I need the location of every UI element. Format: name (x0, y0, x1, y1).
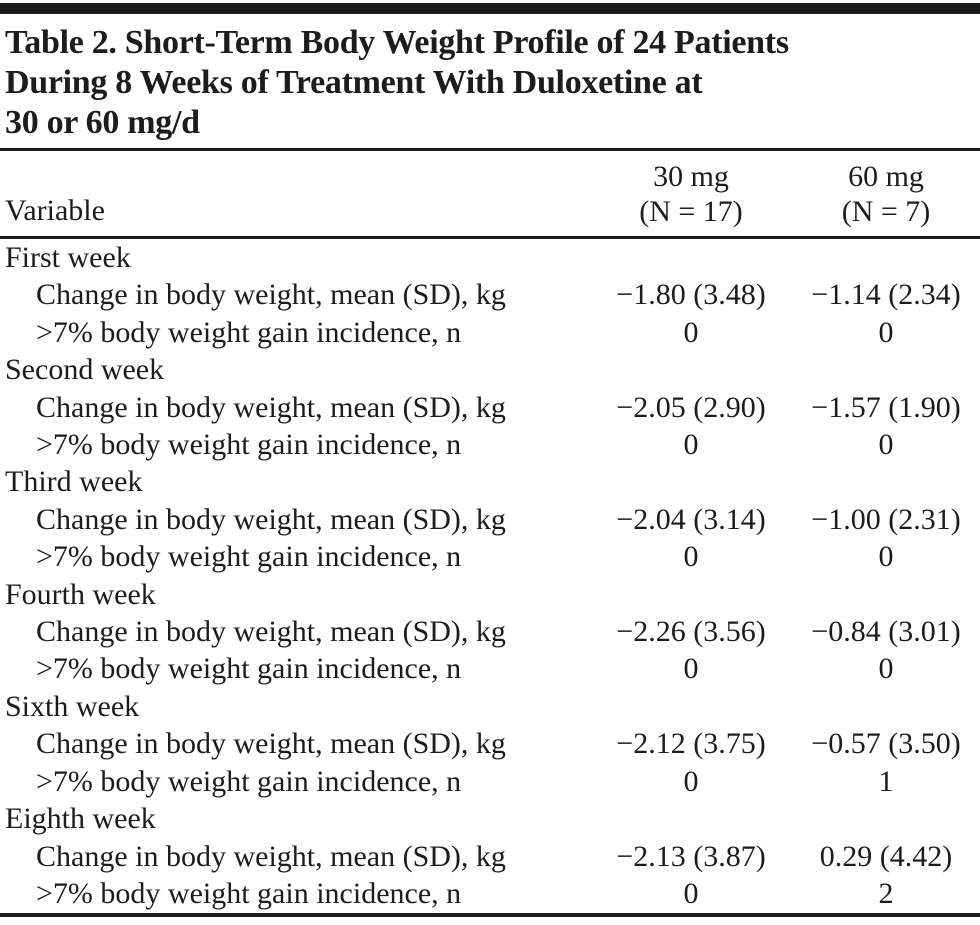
value-change-60mg: −0.84 (3.01) (811, 615, 961, 649)
empty-cell (590, 351, 792, 388)
table-title-line-1: Table 2. Short-Term Body Weight Profile … (5, 24, 789, 61)
value-incidence-30mg: 0 (683, 315, 699, 349)
variable-label-change: Change in body weight, mean (SD), kg (36, 727, 506, 761)
value-change-30mg: −2.05 (2.90) (616, 390, 766, 424)
empty-cell (792, 239, 980, 276)
value-incidence-30mg: 0 (683, 540, 699, 574)
value-incidence-60mg: 1 (878, 764, 894, 798)
group-header-row: First week (0, 239, 980, 276)
value-incidence-60mg: 0 (878, 652, 894, 686)
empty-cell (590, 463, 792, 500)
variable-label-change: Change in body weight, mean (SD), kg (36, 839, 506, 873)
group-header-row: Eighth week (0, 800, 980, 837)
period-label: Second week (5, 353, 165, 387)
variable-label-change: Change in body weight, mean (SD), kg (36, 278, 506, 312)
value-change-30mg: −1.80 (3.48) (616, 278, 766, 312)
body-table: First week Change in body weight, mean (… (0, 239, 980, 912)
value-incidence-60mg: 2 (878, 876, 894, 910)
column-header-table: Variable 30 mg (N = 17) 60 mg (N = 7) (0, 151, 980, 236)
period-label: Eighth week (5, 802, 156, 836)
empty-cell (792, 351, 980, 388)
period-label: First week (5, 241, 131, 274)
variable-label-change: Change in body weight, mean (SD), kg (36, 502, 506, 536)
data-row-incidence: >7% body weight gain incidence, n 0 2 (0, 875, 980, 912)
data-row-incidence: >7% body weight gain incidence, n 0 0 (0, 426, 980, 463)
period-label: Fourth week (5, 577, 156, 611)
empty-cell (792, 463, 980, 500)
rule-under-title (0, 148, 980, 151)
empty-cell (792, 688, 980, 725)
value-incidence-60mg: 0 (878, 540, 894, 574)
data-row-change: Change in body weight, mean (SD), kg −2.… (0, 838, 980, 875)
column-header-60mg: 60 mg (N = 7) (792, 151, 980, 236)
variable-label-incidence: >7% body weight gain incidence, n (36, 652, 462, 686)
data-row-incidence: >7% body weight gain incidence, n 0 0 (0, 650, 980, 687)
group-header-row: Second week (0, 351, 980, 388)
value-incidence-30mg: 0 (683, 652, 699, 686)
period-label: Sixth week (5, 689, 140, 723)
variable-label-change: Change in body weight, mean (SD), kg (36, 390, 506, 424)
group-header-row: Fourth week (0, 576, 980, 613)
variable-label-incidence: >7% body weight gain incidence, n (36, 428, 462, 462)
empty-cell (590, 800, 792, 837)
value-change-30mg: −2.04 (3.14) (616, 502, 766, 536)
value-change-60mg: −1.14 (2.34) (811, 278, 961, 312)
table-title: Table 2. Short-Term Body Weight Profile … (0, 14, 980, 148)
value-incidence-60mg: 0 (878, 315, 894, 349)
column-header-30mg-dose: 30 mg (653, 160, 729, 193)
table-top-bar (0, 3, 980, 14)
data-row-incidence: >7% body weight gain incidence, n 0 0 (0, 314, 980, 351)
empty-cell (792, 800, 980, 837)
data-row-change: Change in body weight, mean (SD), kg −2.… (0, 725, 980, 762)
variable-label-incidence: >7% body weight gain incidence, n (36, 876, 462, 910)
value-incidence-30mg: 0 (683, 876, 699, 910)
rule-table-bottom (0, 913, 980, 918)
value-incidence-30mg: 0 (683, 428, 699, 462)
table-title-line-2: During 8 Weeks of Treatment With Duloxet… (5, 64, 703, 101)
period-label: Third week (5, 465, 143, 499)
data-row-change: Change in body weight, mean (SD), kg −2.… (0, 613, 980, 650)
variable-label-change: Change in body weight, mean (SD), kg (36, 615, 506, 649)
data-row-change: Change in body weight, mean (SD), kg −2.… (0, 501, 980, 538)
data-row-incidence: >7% body weight gain incidence, n 0 0 (0, 538, 980, 575)
empty-cell (590, 576, 792, 613)
data-row-change: Change in body weight, mean (SD), kg −2.… (0, 389, 980, 426)
value-change-30mg: −2.26 (3.56) (616, 615, 766, 649)
empty-cell (590, 239, 792, 276)
empty-cell (792, 576, 980, 613)
value-incidence-30mg: 0 (683, 764, 699, 798)
variable-label-incidence: >7% body weight gain incidence, n (36, 764, 462, 798)
column-header-row: Variable 30 mg (N = 17) 60 mg (N = 7) (0, 151, 980, 236)
value-change-30mg: −2.13 (3.87) (616, 839, 766, 873)
rule-under-header (0, 236, 980, 239)
variable-label-incidence: >7% body weight gain incidence, n (36, 540, 462, 574)
data-row-change: Change in body weight, mean (SD), kg −1.… (0, 276, 980, 313)
variable-label-incidence: >7% body weight gain incidence, n (36, 315, 462, 349)
value-change-30mg: −2.12 (3.75) (616, 727, 766, 761)
value-incidence-60mg: 0 (878, 428, 894, 462)
empty-cell (590, 688, 792, 725)
value-change-60mg: −1.00 (2.31) (811, 502, 961, 536)
data-row-incidence: >7% body weight gain incidence, n 0 1 (0, 763, 980, 800)
column-header-60mg-n: (N = 7) (841, 195, 931, 228)
column-header-60mg-dose: 60 mg (848, 160, 924, 193)
column-header-30mg: 30 mg (N = 17) (590, 151, 792, 236)
value-change-60mg: −0.57 (3.50) (811, 727, 961, 761)
column-header-30mg-n: (N = 17) (639, 195, 743, 228)
table-title-line-3: 30 or 60 mg/d (5, 104, 200, 141)
value-change-60mg: −1.57 (1.90) (811, 390, 961, 424)
value-change-60mg: 0.29 (4.42) (819, 839, 953, 873)
group-header-row: Sixth week (0, 688, 980, 725)
variable-column-header: Variable (5, 194, 105, 227)
group-header-row: Third week (0, 463, 980, 500)
